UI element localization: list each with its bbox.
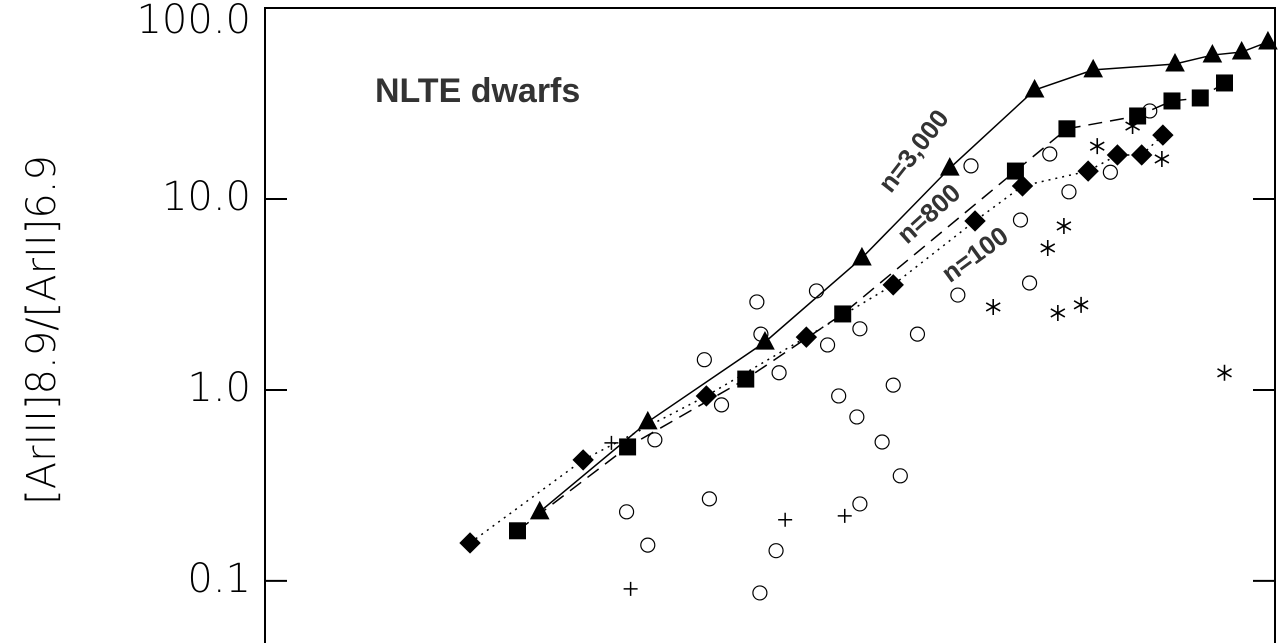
triangle-marker xyxy=(1083,58,1104,78)
diamond-marker xyxy=(1152,124,1174,146)
y-tick-label: 100.0 xyxy=(136,0,251,43)
diamond-marker xyxy=(695,385,718,407)
diamond-marker xyxy=(459,532,481,554)
circle-marker xyxy=(753,326,769,342)
circle-marker xyxy=(1142,103,1158,119)
asterisk-marker xyxy=(985,298,1001,315)
circle-marker xyxy=(1021,275,1038,291)
circle-marker xyxy=(701,491,718,507)
diamond-marker xyxy=(795,326,818,348)
circle-marker xyxy=(963,158,979,174)
triangle-marker xyxy=(1165,52,1185,72)
square-marker xyxy=(1058,120,1076,138)
plus-marker xyxy=(837,508,852,523)
diamond-marker xyxy=(1130,144,1153,166)
series xyxy=(459,124,1174,554)
y-tick-label: 10.0 xyxy=(162,174,251,220)
circle-marker xyxy=(618,504,635,520)
square-marker xyxy=(1163,92,1181,110)
asterisk-marker xyxy=(1073,296,1089,313)
square-marker xyxy=(737,370,755,388)
triangle-marker xyxy=(1024,78,1045,98)
circle-marker xyxy=(647,432,663,448)
diamond-marker xyxy=(964,210,986,232)
asterisk-marker xyxy=(1056,217,1072,234)
circle-marker xyxy=(749,294,765,310)
circle-marker xyxy=(909,326,926,342)
circle-marker xyxy=(852,496,868,512)
diamond-marker xyxy=(882,274,904,296)
circle-marker xyxy=(1012,212,1029,228)
asterisk-marker xyxy=(1154,150,1170,167)
circle-marker xyxy=(1042,146,1058,162)
annotation: NLTE dwarfs xyxy=(375,72,580,110)
asterisk-marker xyxy=(1089,138,1105,155)
series xyxy=(604,435,852,596)
triangle-marker xyxy=(637,410,658,430)
plus-marker xyxy=(604,435,619,450)
series-line xyxy=(517,82,1225,532)
plus-marker xyxy=(778,512,793,527)
circle-marker xyxy=(831,388,847,404)
series xyxy=(985,118,1232,381)
circle-marker xyxy=(852,321,868,337)
plot-frame xyxy=(264,7,1276,643)
y-axis-title: [ArIII]8.9/[ArII]6.9 xyxy=(19,155,65,505)
diamond-marker xyxy=(1011,175,1034,197)
y-tick-label: 1.0 xyxy=(187,365,251,411)
circle-marker xyxy=(808,283,825,299)
square-marker xyxy=(619,438,637,456)
triangle-marker xyxy=(939,157,960,176)
circle-marker xyxy=(696,352,712,368)
square-marker xyxy=(1191,89,1209,107)
triangle-marker xyxy=(1231,40,1252,60)
circle-marker xyxy=(752,585,768,601)
circle-marker xyxy=(771,365,787,381)
circle-marker xyxy=(1102,164,1118,180)
circle-marker xyxy=(713,397,730,413)
circle-marker xyxy=(950,287,966,303)
diamond-marker xyxy=(572,449,594,471)
asterisk-marker xyxy=(1040,239,1056,256)
triangle-marker xyxy=(1258,30,1278,50)
triangle-marker xyxy=(852,246,872,266)
circle-marker xyxy=(849,409,865,425)
circle-marker xyxy=(819,337,836,353)
circle-marker xyxy=(892,468,908,484)
square-marker xyxy=(1006,162,1024,180)
circle-marker xyxy=(874,434,890,450)
asterisk-marker xyxy=(1050,304,1066,321)
diamond-marker xyxy=(1106,144,1129,166)
plus-marker xyxy=(623,581,638,596)
series xyxy=(618,103,1158,601)
triangle-marker xyxy=(529,500,550,520)
square-marker xyxy=(834,305,852,323)
asterisk-marker xyxy=(1217,364,1232,381)
diamond-marker xyxy=(1077,160,1099,182)
y-tick-label: 0.1 xyxy=(187,556,251,602)
triangle-marker xyxy=(1202,43,1223,63)
square-marker xyxy=(1216,74,1233,92)
series-line xyxy=(539,41,1269,513)
circle-marker xyxy=(1061,184,1077,200)
series xyxy=(509,74,1233,540)
square-marker xyxy=(509,522,526,540)
circle-marker xyxy=(640,537,656,553)
asterisk-marker xyxy=(1125,118,1140,135)
series-line xyxy=(469,134,1164,544)
circle-marker xyxy=(885,377,901,393)
circle-marker xyxy=(768,543,784,559)
